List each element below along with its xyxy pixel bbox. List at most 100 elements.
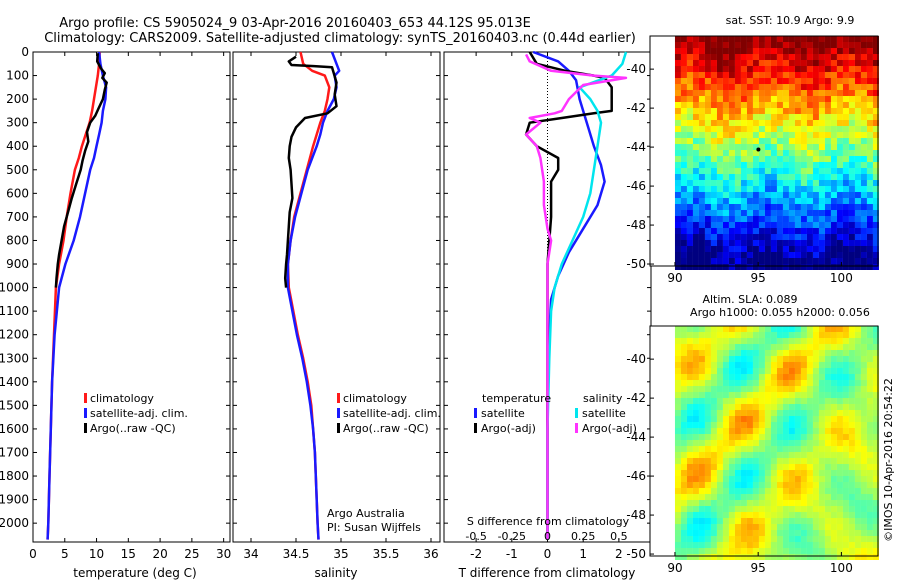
sst-cell xyxy=(734,42,741,48)
sst-cell xyxy=(854,84,861,90)
sla-cell xyxy=(860,380,867,386)
sst-cell xyxy=(734,48,741,54)
sla-cell xyxy=(812,404,819,410)
sst-cell xyxy=(704,78,711,84)
legend-label-sal-satellite: satellite xyxy=(582,407,626,420)
sla-cell xyxy=(806,524,813,530)
sst-cell xyxy=(854,222,861,228)
sla-cell xyxy=(686,452,693,458)
sst-cell xyxy=(770,54,777,60)
sla-cell xyxy=(806,326,813,332)
sla-cell xyxy=(770,374,777,380)
sst-cell xyxy=(782,60,789,66)
sla-cell xyxy=(776,440,783,446)
sst-cell xyxy=(674,186,681,192)
sla-cell xyxy=(788,422,795,428)
sla-cell xyxy=(752,356,759,362)
sla-cell xyxy=(704,470,711,476)
sst-cell xyxy=(764,222,771,228)
sst-cell xyxy=(782,108,789,114)
sla-cell xyxy=(680,500,687,506)
series-line-argo-adj xyxy=(524,53,628,540)
sla-cell xyxy=(848,506,855,512)
sst-cell xyxy=(836,198,843,204)
sla-cell xyxy=(704,350,711,356)
sla-cell xyxy=(800,470,807,476)
sla-cell xyxy=(752,542,759,548)
sla-cell xyxy=(716,434,723,440)
sst-cell xyxy=(728,54,735,60)
sst-cell xyxy=(674,120,681,126)
sst-cell xyxy=(830,234,837,240)
sst-cell xyxy=(812,264,819,270)
sla-cell xyxy=(806,488,813,494)
sst-cell xyxy=(764,84,771,90)
sst-cell xyxy=(824,54,831,60)
sla-cell xyxy=(680,554,687,560)
sla-cell xyxy=(698,488,705,494)
sla-cell xyxy=(692,422,699,428)
sla-cell xyxy=(728,524,735,530)
sst-cell xyxy=(716,156,723,162)
sla-cell xyxy=(812,494,819,500)
sla-cell xyxy=(854,368,861,374)
sla-cell xyxy=(758,518,765,524)
sst-cell xyxy=(692,126,699,132)
sst-cell xyxy=(860,156,867,162)
sla-cell xyxy=(872,440,879,446)
sst-cell xyxy=(728,156,735,162)
sla-cell xyxy=(764,398,771,404)
sla-cell xyxy=(806,386,813,392)
sla-cell xyxy=(872,392,879,398)
temperature-xlabel: temperature (deg C) xyxy=(73,566,196,580)
sla-cell xyxy=(692,494,699,500)
sla-cell xyxy=(722,416,729,422)
sst-cell xyxy=(770,84,777,90)
sla-cell xyxy=(758,530,765,536)
sst-cell xyxy=(710,84,717,90)
sst-cell xyxy=(722,144,729,150)
sla-cell xyxy=(710,350,717,356)
sst-cell xyxy=(704,240,711,246)
sla-cell xyxy=(800,440,807,446)
sla-cell xyxy=(860,542,867,548)
sla-cell xyxy=(710,536,717,542)
sla-cell xyxy=(812,506,819,512)
sst-cell xyxy=(842,198,849,204)
sst-cell xyxy=(818,84,825,90)
sla-cell xyxy=(806,332,813,338)
sst-cell xyxy=(782,216,789,222)
sla-cell xyxy=(872,518,879,524)
sst-cell xyxy=(872,132,879,138)
sla-cell xyxy=(764,362,771,368)
sla-cell xyxy=(818,452,825,458)
sla-cell xyxy=(770,434,777,440)
sst-cell xyxy=(842,204,849,210)
sst-cell xyxy=(800,210,807,216)
sla-cell xyxy=(740,458,747,464)
sst-cell xyxy=(800,240,807,246)
sla-cell xyxy=(740,554,747,560)
sla-cell xyxy=(764,530,771,536)
sla-cell xyxy=(758,332,765,338)
sla-cell xyxy=(674,476,681,482)
legend-label-satellite: satellite-adj. clim. xyxy=(343,407,441,420)
sla-cell xyxy=(686,332,693,338)
sst-cell xyxy=(836,48,843,54)
sst-cell xyxy=(794,246,801,252)
sst-cell xyxy=(812,174,819,180)
sla-cell xyxy=(752,494,759,500)
sla-cell xyxy=(710,470,717,476)
sst-cell xyxy=(860,96,867,102)
sst-cell xyxy=(866,168,873,174)
sla-cell xyxy=(794,488,801,494)
sst-cell xyxy=(698,144,705,150)
sst-cell xyxy=(872,234,879,240)
sla-cell xyxy=(770,428,777,434)
sla-cell xyxy=(764,326,771,332)
sla-cell xyxy=(716,488,723,494)
sla-cell xyxy=(776,494,783,500)
sla-cell xyxy=(734,440,741,446)
sla-cell xyxy=(782,428,789,434)
sla-cell xyxy=(842,506,849,512)
